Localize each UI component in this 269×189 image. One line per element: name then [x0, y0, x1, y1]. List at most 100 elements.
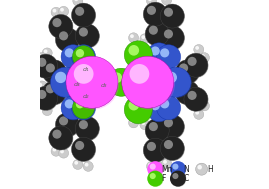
Circle shape [140, 34, 150, 44]
Circle shape [148, 171, 164, 187]
Circle shape [146, 119, 170, 143]
Circle shape [164, 118, 173, 127]
Circle shape [34, 55, 58, 79]
Text: d₃: d₃ [101, 83, 108, 88]
Circle shape [147, 0, 157, 6]
Circle shape [61, 96, 85, 120]
Circle shape [123, 57, 175, 109]
Circle shape [76, 25, 100, 49]
Circle shape [129, 33, 139, 43]
Text: d₂: d₂ [83, 94, 89, 99]
Circle shape [43, 106, 52, 116]
Circle shape [36, 96, 48, 108]
Circle shape [161, 67, 191, 97]
Circle shape [146, 23, 170, 47]
Circle shape [52, 18, 62, 27]
Circle shape [147, 161, 163, 177]
Circle shape [73, 97, 95, 119]
Circle shape [66, 56, 118, 108]
Circle shape [51, 67, 80, 97]
Circle shape [51, 146, 61, 156]
Circle shape [72, 46, 94, 68]
Circle shape [147, 142, 156, 151]
Circle shape [67, 57, 119, 109]
Circle shape [46, 64, 55, 73]
Circle shape [75, 48, 84, 57]
Text: Mn: Mn [161, 165, 172, 174]
Circle shape [59, 116, 68, 125]
Circle shape [157, 45, 181, 69]
Circle shape [175, 81, 199, 105]
Circle shape [51, 146, 61, 156]
Circle shape [73, 0, 83, 6]
Circle shape [200, 101, 210, 111]
Circle shape [160, 115, 184, 139]
Circle shape [83, 162, 93, 172]
Circle shape [65, 99, 74, 108]
Circle shape [73, 0, 83, 6]
Circle shape [130, 34, 134, 38]
Circle shape [147, 171, 163, 187]
Circle shape [62, 45, 86, 69]
Circle shape [36, 96, 48, 108]
Circle shape [201, 54, 205, 58]
Circle shape [143, 2, 167, 26]
Circle shape [194, 45, 204, 54]
Circle shape [147, 0, 157, 6]
Circle shape [194, 109, 204, 119]
Circle shape [170, 171, 186, 187]
Circle shape [156, 162, 166, 172]
Circle shape [73, 160, 83, 170]
Circle shape [140, 120, 150, 130]
Circle shape [164, 29, 173, 39]
Circle shape [73, 160, 83, 169]
Circle shape [199, 53, 210, 63]
Circle shape [172, 173, 178, 179]
Circle shape [38, 83, 42, 87]
Circle shape [185, 88, 208, 112]
Circle shape [42, 106, 52, 115]
Circle shape [36, 53, 48, 65]
Circle shape [72, 3, 95, 27]
Circle shape [36, 81, 48, 93]
Circle shape [130, 64, 149, 84]
Circle shape [195, 46, 199, 50]
Circle shape [199, 101, 210, 111]
Circle shape [187, 91, 197, 100]
Circle shape [75, 99, 84, 108]
Circle shape [144, 3, 168, 27]
Circle shape [36, 81, 48, 93]
Circle shape [34, 86, 58, 110]
Circle shape [184, 87, 208, 111]
Circle shape [129, 45, 139, 56]
Circle shape [129, 100, 139, 110]
Circle shape [72, 137, 95, 161]
Circle shape [161, 26, 185, 50]
Circle shape [160, 48, 169, 57]
Circle shape [148, 98, 172, 122]
Circle shape [145, 119, 169, 142]
Circle shape [172, 163, 178, 170]
Circle shape [160, 136, 184, 160]
Circle shape [59, 7, 69, 17]
Circle shape [62, 96, 86, 120]
Circle shape [185, 54, 208, 78]
Circle shape [162, 159, 172, 168]
Circle shape [147, 161, 157, 171]
Circle shape [55, 28, 79, 52]
Circle shape [161, 5, 185, 29]
Circle shape [51, 7, 61, 17]
Circle shape [200, 53, 210, 63]
Circle shape [140, 34, 150, 44]
Circle shape [150, 163, 156, 170]
Circle shape [164, 140, 173, 149]
Circle shape [141, 121, 145, 125]
Circle shape [59, 31, 68, 40]
Circle shape [144, 139, 168, 163]
Text: N: N [184, 165, 189, 174]
Circle shape [72, 97, 94, 119]
Circle shape [52, 148, 56, 152]
Circle shape [107, 68, 135, 96]
Circle shape [187, 57, 197, 66]
Text: F: F [161, 174, 165, 183]
